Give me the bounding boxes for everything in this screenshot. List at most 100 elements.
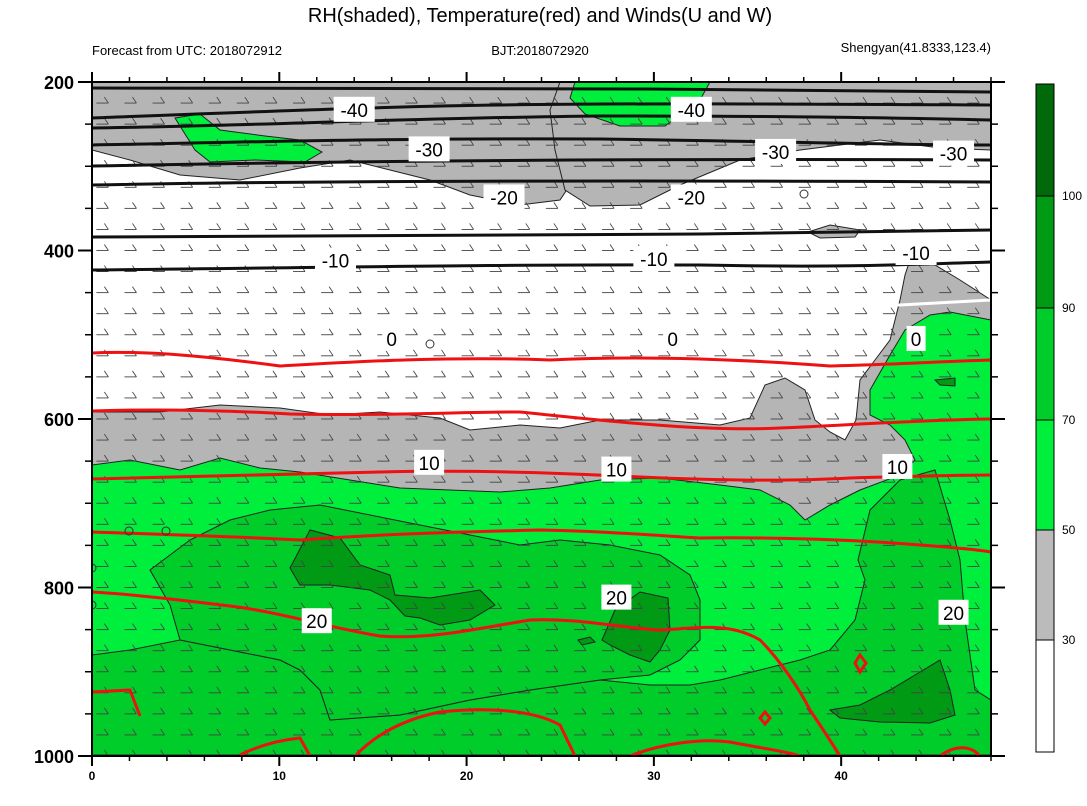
- wind-barb-flag: [188, 665, 194, 672]
- wind-barb-flag: [890, 581, 896, 588]
- wind-barb-flag: [778, 307, 783, 314]
- wind-barb-flag: [778, 665, 783, 672]
- wind-barb-flag: [778, 707, 783, 715]
- wind-barb-flag: [300, 644, 306, 651]
- x-tick-label: 10: [273, 769, 287, 783]
- wind-barb-flag: [722, 391, 727, 399]
- wind-barb-flag: [778, 96, 783, 104]
- wind-barb-flag: [103, 223, 109, 230]
- wind-barb-flag: [103, 665, 109, 672]
- wind-barb-flag: [778, 328, 783, 335]
- wind-barb-flag: [834, 160, 840, 167]
- wind-barb-flag: [103, 412, 109, 420]
- wind-barb-flag: [609, 223, 615, 230]
- wind-barb-flag: [806, 433, 812, 441]
- wind-barb-flag: [525, 117, 531, 125]
- wind-barb-flag: [356, 349, 362, 357]
- temperature-label: 20: [943, 604, 964, 625]
- wind-barb-flag: [413, 707, 418, 715]
- wind-barb-flag: [244, 433, 250, 441]
- wind-barb-flag: [413, 96, 418, 104]
- wind-barb-flag: [244, 665, 250, 672]
- wind-barb-flag: [272, 475, 278, 483]
- wind-barb-flag: [806, 644, 812, 651]
- wind-barb-flag: [609, 265, 615, 272]
- wind-barb-flag: [581, 223, 587, 230]
- wind-barb-flag: [778, 286, 783, 293]
- wind-barb-flag: [722, 328, 727, 335]
- wind-barb-flag: [272, 728, 278, 736]
- wind-barb-flag: [553, 539, 559, 546]
- wind-barb-flag: [581, 454, 587, 462]
- wind-barb-flag: [778, 539, 783, 546]
- wind-barb-flag: [722, 539, 727, 546]
- wind-barb-flag: [890, 96, 896, 104]
- wind-barb-flag: [188, 412, 194, 420]
- wind-barb-flag: [413, 602, 418, 609]
- temperature-label: 0: [667, 330, 678, 351]
- wind-barb-flag: [806, 286, 812, 293]
- wind-barb-flag: [497, 560, 503, 567]
- wind-barb-flag: [160, 328, 165, 335]
- wind-barb-flag: [918, 307, 924, 314]
- wind-barb-flag: [244, 707, 250, 715]
- wind-barb-flag: [722, 370, 727, 378]
- wind-barb-flag: [553, 370, 559, 378]
- wind-barb-flag: [525, 433, 531, 441]
- wind-barb-flag: [497, 433, 503, 441]
- wind-barb-flag: [469, 728, 474, 736]
- wind-barb-flag: [946, 412, 952, 420]
- wind-barb-flag: [160, 433, 165, 441]
- wind-barb-flag: [160, 707, 165, 715]
- wind-barb-flag: [581, 202, 587, 209]
- wind-barb-flag: [441, 223, 446, 230]
- wind-barb-flag: [132, 286, 137, 293]
- wind-barb-flag: [553, 391, 559, 399]
- wind-barb-flag: [244, 244, 250, 251]
- wind-barb-flag: [806, 96, 812, 104]
- temperature-label: -20: [678, 188, 705, 209]
- wind-barb-flag: [272, 328, 278, 335]
- wind-barb-flag: [834, 412, 840, 420]
- wind-barb-flag: [244, 454, 250, 462]
- wind-barb-flag: [637, 412, 643, 420]
- wind-barb-flag: [469, 686, 474, 694]
- wind-barb-flag: [918, 160, 924, 167]
- wind-barb-flag: [469, 202, 474, 209]
- wind-barb-flag: [693, 370, 699, 378]
- wind-barb-flag: [356, 560, 362, 567]
- wind-barb-flag: [722, 117, 727, 125]
- wind-barb-flag: [806, 623, 812, 630]
- wind-barb-flag: [441, 391, 446, 399]
- wind-barb-flag: [103, 518, 109, 525]
- wind-barb-flag: [890, 265, 896, 272]
- wind-barb-flag: [693, 539, 699, 546]
- colorbar-label: 70: [1062, 413, 1076, 427]
- wind-barb-flag: [188, 328, 194, 335]
- wind-barb-flag: [300, 223, 306, 230]
- wind-barb-flag: [188, 202, 194, 209]
- wind-barb-flag: [469, 307, 474, 314]
- wind-barb-flag: [890, 286, 896, 293]
- wind-barb-flag: [609, 244, 615, 251]
- wind-barb-flag: [974, 728, 980, 736]
- wind-barb-flag: [328, 433, 334, 441]
- temperature-label-bg: [938, 599, 969, 625]
- wind-barb-flag: [665, 412, 671, 420]
- wind-barb-flag: [834, 96, 840, 104]
- wind-barb-flag: [413, 307, 418, 314]
- temperature-label-bg: [414, 449, 445, 475]
- wind-barb-flag: [216, 560, 222, 567]
- wind-barb-flag: [244, 623, 250, 630]
- wind-barb-flag: [778, 454, 783, 462]
- wind-barb-flag: [946, 665, 952, 672]
- wind-barb-flag: [300, 286, 306, 293]
- wind-barb-flag: [722, 707, 727, 715]
- wind-barb-flag: [132, 707, 137, 715]
- wind-barb-flag: [216, 454, 222, 462]
- x-tick-label: 30: [647, 769, 661, 783]
- wind-barb-flag: [384, 454, 390, 462]
- wind-barb-flag: [862, 602, 868, 609]
- wind-barb-flag: [862, 391, 868, 399]
- wind-barb-flag: [750, 160, 755, 167]
